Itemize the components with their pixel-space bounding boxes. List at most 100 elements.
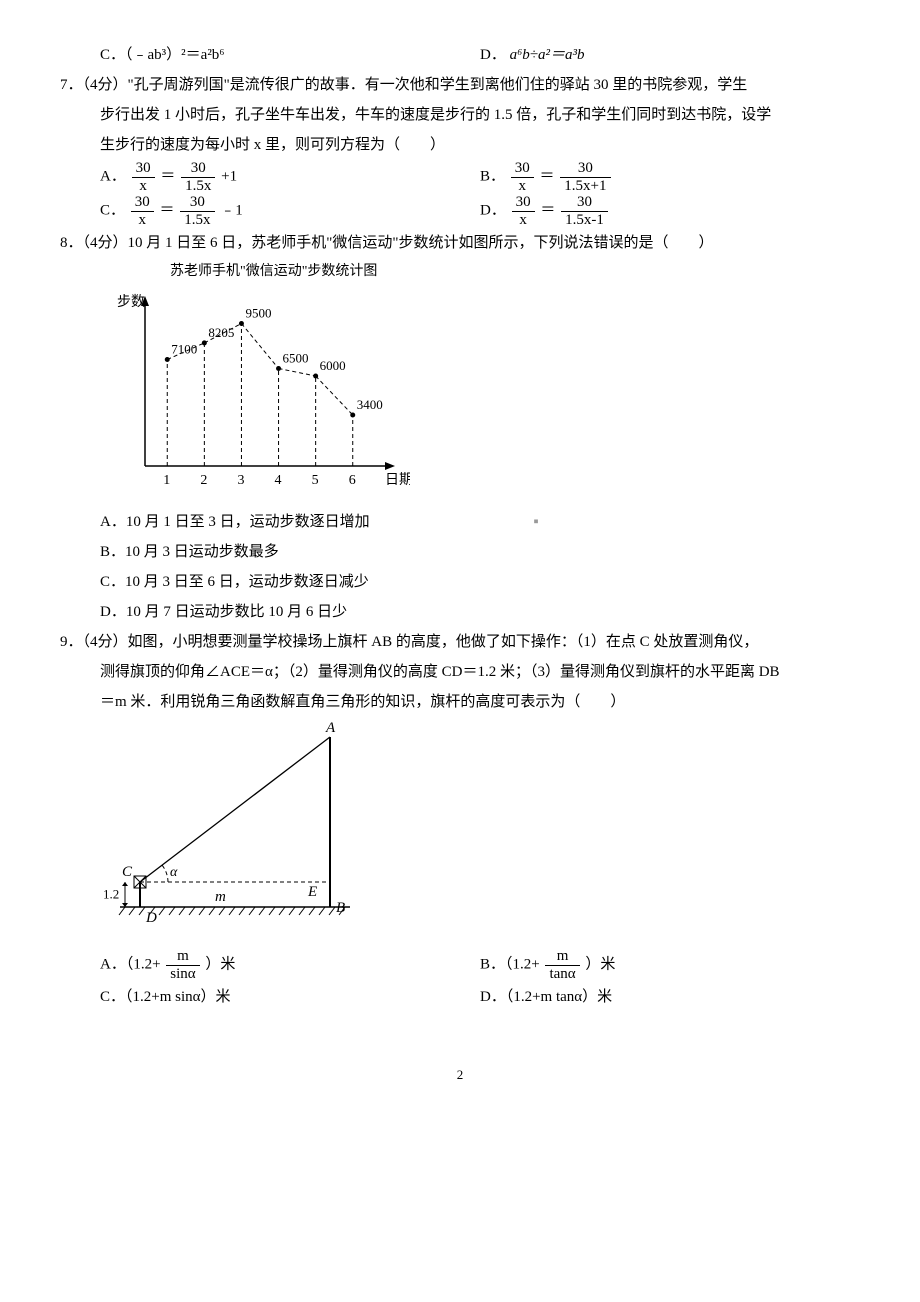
- q9-diagram: A B C D Eα m 1.2: [100, 717, 380, 937]
- q7-a-rhs-den: 1.5x: [181, 178, 215, 195]
- q7-b-label: B．: [480, 168, 505, 184]
- svg-text:3400: 3400: [357, 397, 383, 412]
- q8-stem: 8．（4分）10 月 1 日至 6 日，苏老师手机"微信运动"步数统计如图所示，…: [60, 228, 860, 258]
- page-number: 2: [60, 1062, 860, 1088]
- q7-a-lhs-num: 30: [132, 160, 155, 178]
- q7-a-rhs: 30 1.5x: [181, 160, 215, 194]
- q7-b-rhs: 30 1.5x+1: [560, 160, 610, 194]
- q7-c-lhs: 30 x: [131, 194, 154, 228]
- q7-row-ab: A． 30 x ＝ 30 1.5x +1 B． 30 x ＝ 30 1.5x+1: [100, 160, 860, 194]
- q6-option-d: D． a⁶b÷a²＝a³b: [480, 40, 860, 70]
- q8: 8．（4分）10 月 1 日至 6 日，苏老师手机"微信运动"步数统计如图所示，…: [60, 228, 860, 627]
- q7-d-rhs-num: 30: [561, 194, 608, 212]
- q9-a-tail: ）米: [205, 956, 235, 972]
- q9-stem1: 9．（4分）如图，小明想要测量学校操场上旗杆 AB 的高度，他做了如下操作：（1…: [60, 627, 860, 657]
- q8-optA: A．10 月 1 日至 3 日，运动步数逐日增加 ▪: [100, 507, 860, 537]
- q9-b-frac: m tanα: [545, 948, 579, 982]
- q8-optA-text: A．10 月 1 日至 3 日，运动步数逐日增加: [100, 514, 370, 530]
- q7-d-label: D．: [480, 202, 506, 218]
- q9-row-ab: A．（1.2+ m sinα ）米 B．（1.2+ m tanα ）米: [100, 948, 860, 982]
- svg-text:C: C: [122, 864, 133, 880]
- q7-option-b: B． 30 x ＝ 30 1.5x+1: [480, 160, 860, 194]
- q9: 9．（4分）如图，小明想要测量学校操场上旗杆 AB 的高度，他做了如下操作：（1…: [60, 627, 860, 1012]
- q7-d-lhs: 30 x: [512, 194, 535, 228]
- svg-text:A: A: [325, 720, 336, 736]
- svg-text:2: 2: [200, 473, 207, 488]
- q6-optC-text: C．（﹣ab³）²＝a²b⁶: [100, 47, 225, 63]
- q7-stem3: 生步行的速度为每小时 x 里，则可列方程为（ ）: [100, 130, 860, 160]
- q7-c-rhs: 30 1.5x: [180, 194, 214, 228]
- q6-option-c: C．（﹣ab³）²＝a²b⁶: [100, 40, 480, 70]
- q8-optC: C．10 月 3 日至 6 日，运动步数逐日减少: [100, 567, 860, 597]
- q7-c-tail: ﹣1: [220, 202, 243, 218]
- q8-chart: 步数日期 1 2 3 4 5 6 7100 8205 9500 6500 6000 3400: [100, 286, 410, 496]
- svg-text:6500: 6500: [283, 351, 309, 366]
- svg-text:6000: 6000: [320, 358, 346, 373]
- svg-text:E: E: [307, 884, 317, 900]
- svg-text:B: B: [336, 900, 345, 916]
- q7-b-lhs-num: 30: [511, 160, 534, 178]
- q9-row-cd: C．（1.2+m sinα）米 D．（1.2+m tanα）米: [100, 982, 860, 1012]
- q9-a-label: A．（1.2+: [100, 956, 161, 972]
- q9-a-den: sinα: [166, 966, 199, 983]
- q7-a-label: A．: [100, 168, 126, 184]
- q7-option-c: C． 30 x ＝ 30 1.5x ﹣1: [100, 194, 480, 228]
- q7-d-lhs-den: x: [512, 212, 535, 229]
- q9-a-num: m: [166, 948, 199, 966]
- svg-text:D: D: [145, 910, 157, 926]
- svg-text:5: 5: [312, 473, 319, 488]
- q8-optB: B．10 月 3 日运动步数最多: [100, 537, 860, 567]
- svg-text:1.2: 1.2: [103, 887, 119, 902]
- q7-stem1: 7．（4分）"孔子周游列国"是流传很广的故事．有一次他和学生到离他们住的驿站 3…: [60, 70, 860, 100]
- svg-text:α: α: [170, 865, 178, 880]
- q8-chart-title: 苏老师手机"微信运动"步数统计图: [170, 258, 860, 286]
- q7-row-cd: C． 30 x ＝ 30 1.5x ﹣1 D． 30 x ＝ 30 1.5x-1: [100, 194, 860, 228]
- svg-text:9500: 9500: [245, 306, 271, 321]
- q9-b-num: m: [545, 948, 579, 966]
- svg-text:6: 6: [349, 473, 356, 488]
- q9-stem2: 测得旗顶的仰角∠ACE＝α；（2）量得测角仪的高度 CD＝1.2 米；（3）量得…: [100, 657, 860, 687]
- q7-d-rhs-den: 1.5x-1: [561, 212, 608, 229]
- q6-options-cd: C．（﹣ab³）²＝a²b⁶ D． a⁶b÷a²＝a³b: [100, 40, 860, 70]
- q9-b-den: tanα: [545, 966, 579, 983]
- svg-text:7100: 7100: [171, 342, 197, 357]
- q7-a-lhs-den: x: [132, 178, 155, 195]
- q6-optD-prefix: D．: [480, 47, 506, 63]
- q7-c-lhs-num: 30: [131, 194, 154, 212]
- q7-b-lhs-den: x: [511, 178, 534, 195]
- svg-text:4: 4: [275, 473, 282, 488]
- q7-option-d: D． 30 x ＝ 30 1.5x-1: [480, 194, 860, 228]
- svg-text:日期: 日期: [385, 472, 410, 488]
- q7-a-tail: +1: [221, 168, 237, 184]
- svg-text:3: 3: [237, 473, 244, 488]
- q7-d-rhs: 30 1.5x-1: [561, 194, 608, 228]
- q7-c-rhs-num: 30: [180, 194, 214, 212]
- q9-b-label: B．（1.2+: [480, 956, 540, 972]
- q7-c-rhs-den: 1.5x: [180, 212, 214, 229]
- q7-b-rhs-num: 30: [560, 160, 610, 178]
- q9-stem3: ＝m 米．利用锐角三角函数解直角三角形的知识，旗杆的高度可表示为（ ）: [100, 687, 860, 717]
- q6-optD-math: a⁶b÷a²＝a³b: [510, 47, 585, 63]
- q7-a-rhs-num: 30: [181, 160, 215, 178]
- svg-text:步数: 步数: [117, 294, 145, 310]
- q8-marker: ▪: [533, 514, 538, 530]
- svg-text:m: m: [215, 889, 226, 905]
- q8-optD: D．10 月 7 日运动步数比 10 月 6 日少: [100, 597, 860, 627]
- q7-c-lhs-den: x: [131, 212, 154, 229]
- q7-b-rhs-den: 1.5x+1: [560, 178, 610, 195]
- q7-c-label: C．: [100, 202, 125, 218]
- q7-b-lhs: 30 x: [511, 160, 534, 194]
- q9-option-b: B．（1.2+ m tanα ）米: [480, 948, 860, 982]
- svg-text:1: 1: [163, 473, 170, 488]
- q7-a-lhs: 30 x: [132, 160, 155, 194]
- q9-option-c: C．（1.2+m sinα）米: [100, 982, 480, 1012]
- q9-b-tail: ）米: [585, 956, 615, 972]
- q7-stem2: 步行出发 1 小时后，孔子坐牛车出发，牛车的速度是步行的 1.5 倍，孔子和学生…: [100, 100, 860, 130]
- svg-text:8205: 8205: [208, 325, 234, 340]
- q7: 7．（4分）"孔子周游列国"是流传很广的故事．有一次他和学生到离他们住的驿站 3…: [60, 70, 860, 228]
- q9-a-frac: m sinα: [166, 948, 199, 982]
- q9-option-d: D．（1.2+m tanα）米: [480, 982, 860, 1012]
- q9-option-a: A．（1.2+ m sinα ）米: [100, 948, 480, 982]
- q7-d-lhs-num: 30: [512, 194, 535, 212]
- q7-option-a: A． 30 x ＝ 30 1.5x +1: [100, 160, 480, 194]
